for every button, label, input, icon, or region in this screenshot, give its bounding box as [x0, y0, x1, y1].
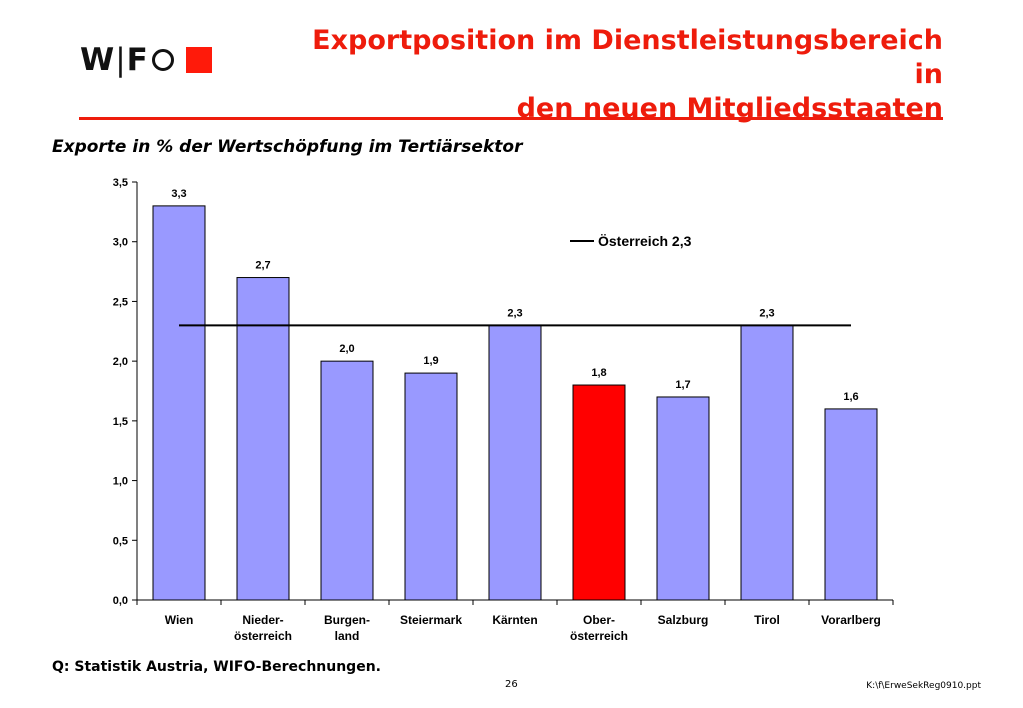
x-category-label: Wien	[165, 613, 194, 627]
x-category-label: Steiermark	[400, 613, 462, 627]
x-category-label: Ober-	[583, 613, 615, 627]
bar-value-label: 2,3	[759, 307, 774, 319]
wifo-logo-text: W|F	[80, 42, 149, 78]
bar-value-label: 1,7	[675, 379, 690, 391]
bar-value-label: 1,6	[843, 391, 858, 403]
source-note: Q: Statistik Austria, WIFO-Berechnungen.	[52, 659, 381, 675]
bar	[572, 384, 626, 601]
bar-value-label: 3,3	[171, 188, 186, 200]
y-tick-label: 0,5	[113, 535, 128, 547]
x-category-label: Burgen-	[324, 613, 370, 627]
wifo-logo: W|F	[80, 42, 212, 78]
bar-value-label: 1,8	[591, 367, 606, 379]
bar-value-label: 2,3	[507, 307, 522, 319]
y-tick-label: 3,5	[113, 177, 128, 189]
file-path: K:\f\ErweSekReg0910.ppt	[866, 681, 981, 691]
legend-label: Österreich 2,3	[598, 233, 692, 249]
bar	[488, 324, 542, 601]
x-category-label: Nieder-	[242, 613, 283, 627]
x-category-label: Vorarlberg	[821, 613, 881, 627]
y-tick-label: 2,0	[113, 356, 128, 368]
wifo-logo-square-icon	[185, 47, 212, 73]
x-category-label: Salzburg	[658, 613, 709, 627]
title-divider	[79, 117, 943, 120]
x-category-label: Tirol	[754, 613, 780, 627]
x-category-label: land	[335, 629, 360, 643]
bar	[152, 205, 206, 601]
title-line-1: Exportposition im Dienstleistungsbereich…	[312, 25, 943, 90]
bar	[740, 324, 794, 601]
chart-subtitle: Exporte in % der Wertschöpfung im Tertiä…	[52, 137, 523, 157]
bar	[404, 372, 458, 601]
bar	[656, 396, 710, 601]
bar	[824, 408, 878, 601]
y-tick-label: 1,5	[113, 416, 128, 428]
x-category-label: österreich	[570, 629, 628, 643]
bar-value-label: 2,7	[255, 260, 270, 272]
x-category-label: Kärnten	[492, 613, 537, 627]
y-tick-label: 3,0	[113, 237, 128, 249]
x-category-label: österreich	[234, 629, 292, 643]
bar	[236, 277, 290, 601]
page-number: 26	[505, 679, 518, 690]
y-tick-label: 0,0	[113, 595, 128, 607]
bar-value-label: 1,9	[423, 355, 438, 367]
y-tick-label: 2,5	[113, 296, 128, 308]
bar-value-label: 2,0	[339, 343, 354, 355]
y-tick-label: 1,0	[113, 476, 128, 488]
bar	[320, 360, 374, 601]
wifo-logo-circle-icon	[151, 49, 174, 71]
